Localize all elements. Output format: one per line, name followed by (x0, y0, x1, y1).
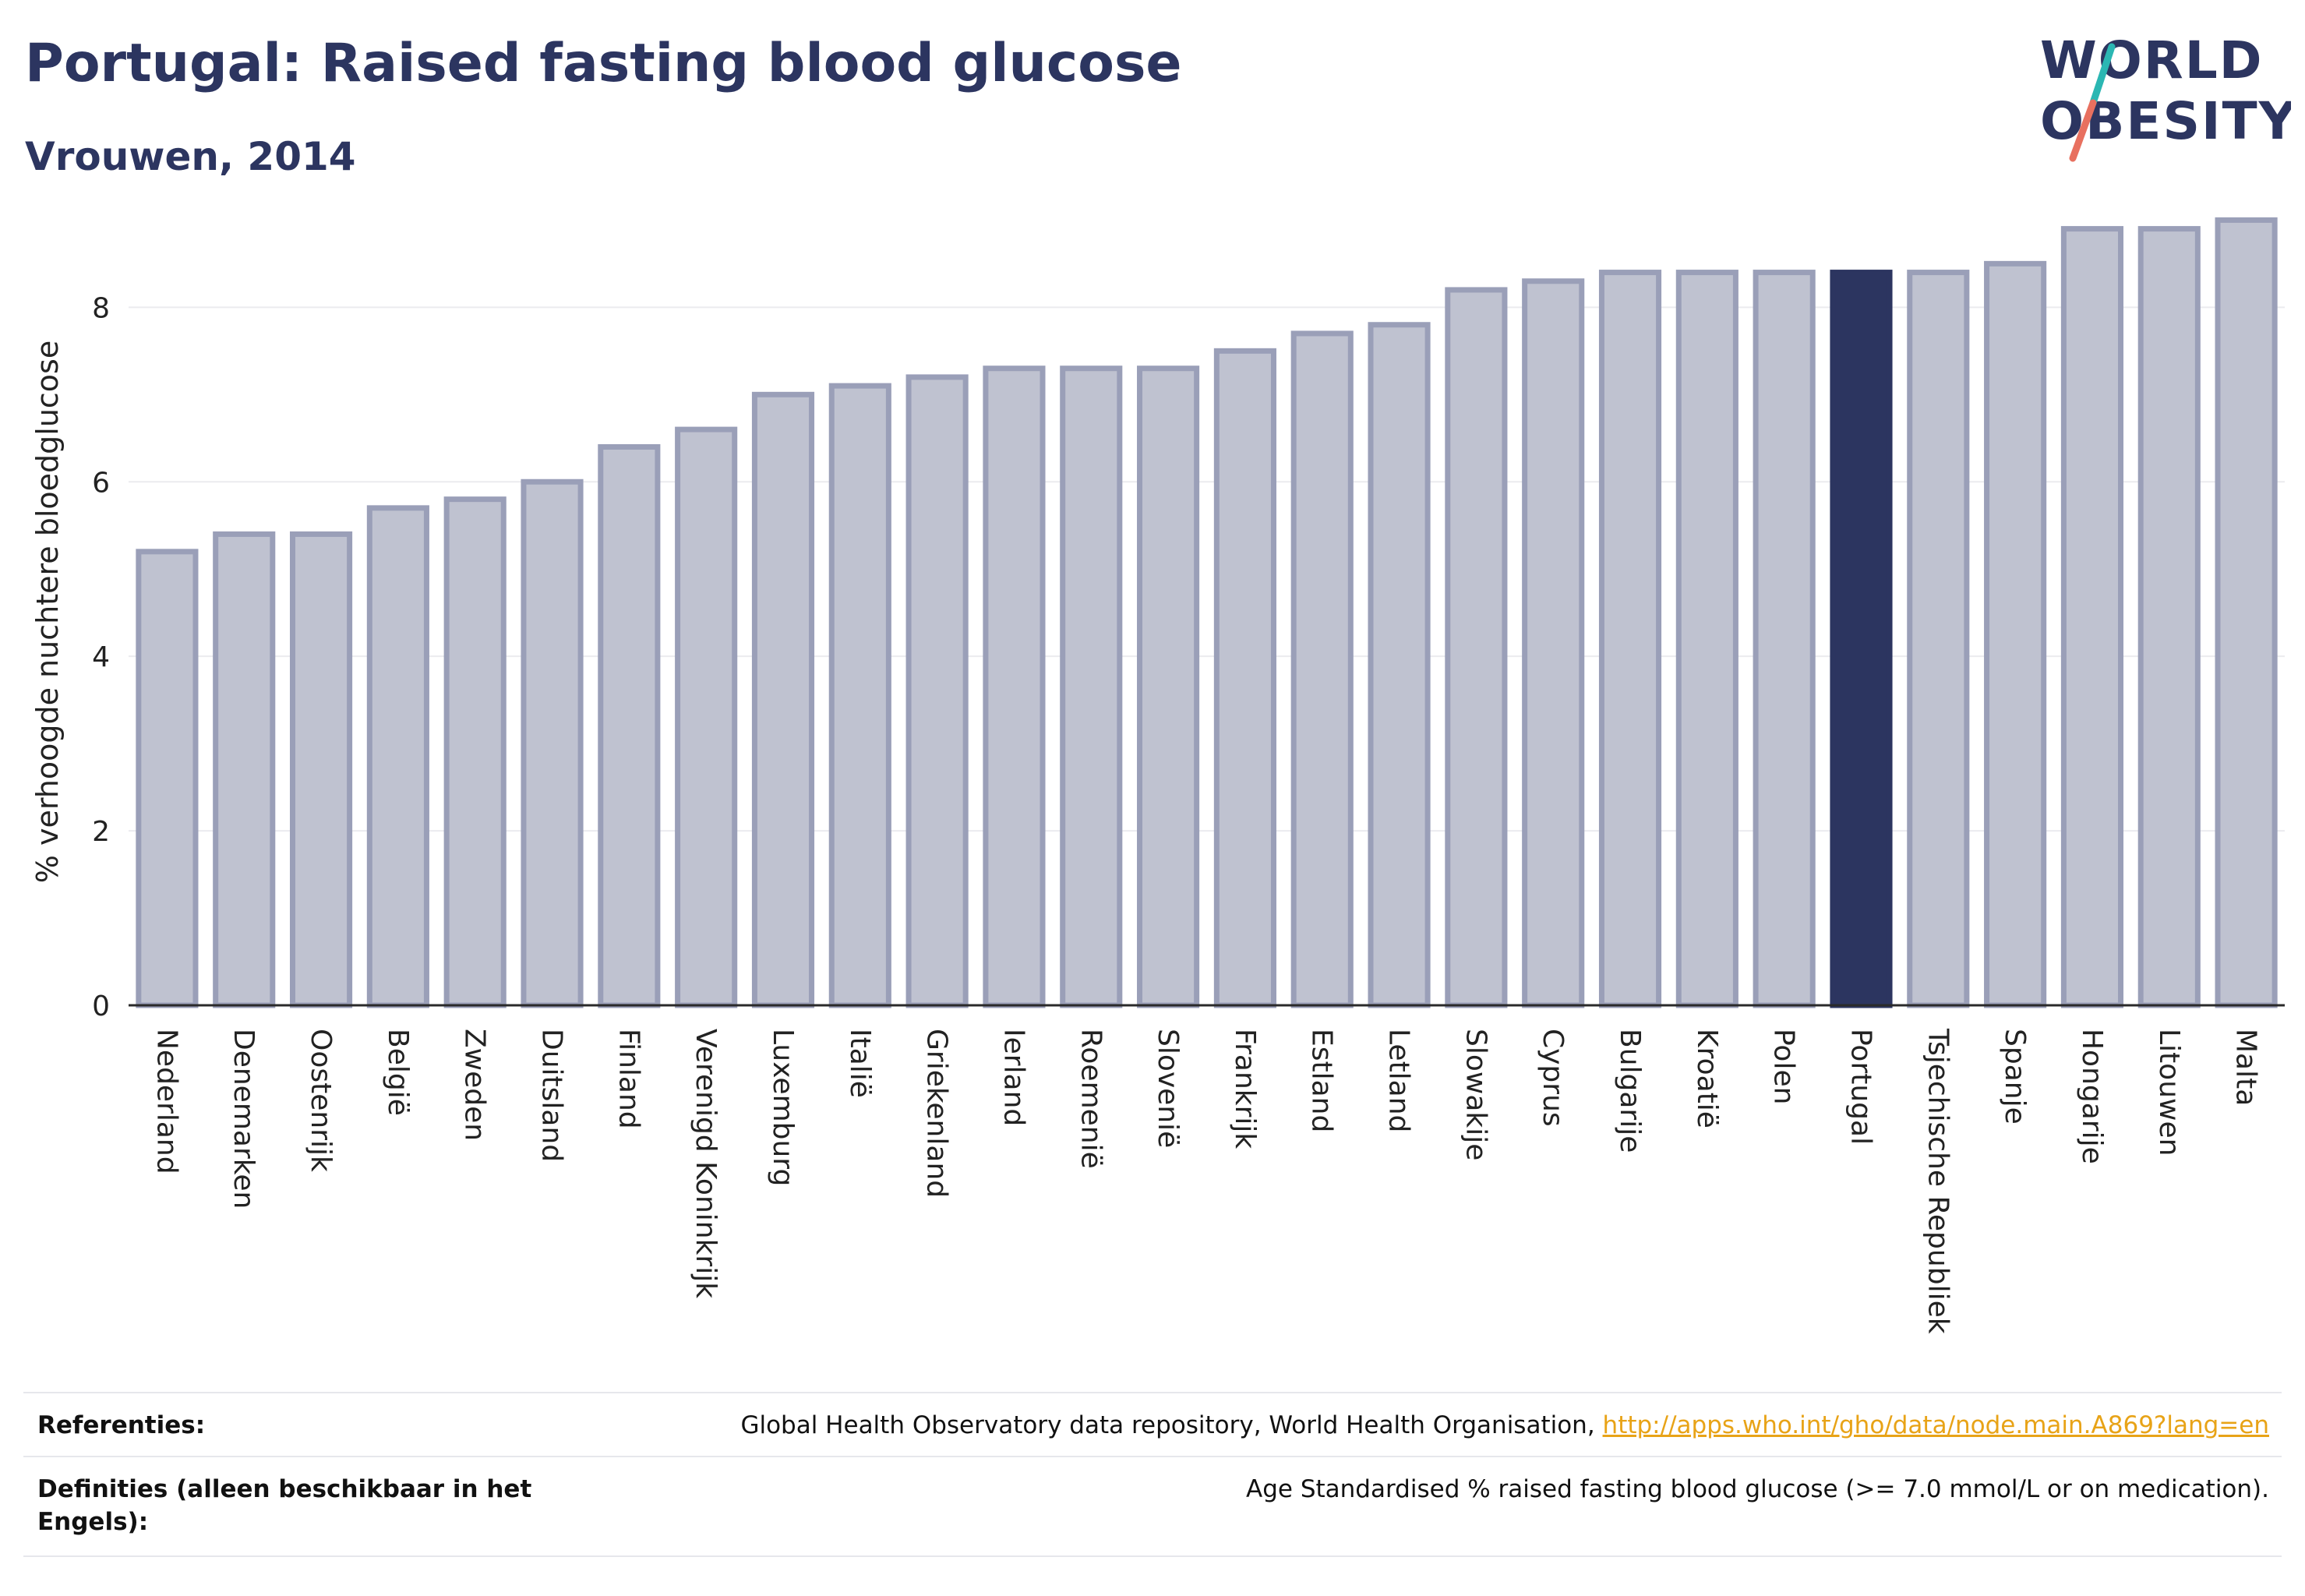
bar (1907, 270, 1970, 1008)
bar (1522, 278, 1585, 1008)
bar (1598, 270, 1662, 1008)
definitions-label: Definities (alleen beschikbaar in het En… (37, 1475, 532, 1536)
x-tick-label: Hongarije (2076, 1029, 2108, 1164)
bar (1213, 348, 1276, 1008)
x-tick-label: Letland (1383, 1029, 1415, 1132)
y-tick-label: 8 (92, 292, 110, 324)
y-axis-title: % verhoogde nuchtere bloedglucose (30, 341, 65, 883)
x-tick-label: Tsjechische Republiek (1922, 1028, 1954, 1334)
bar (1368, 322, 1431, 1008)
bar-highlighted (1830, 270, 1893, 1008)
bar (598, 443, 661, 1008)
x-tick-label: Polen (1768, 1029, 1800, 1104)
bar (751, 391, 815, 1008)
world-obesity-logo[interactable]: WORLD OBESITY (2026, 22, 2291, 170)
x-tick-label: Denemarken (228, 1029, 259, 1209)
bar (213, 531, 276, 1008)
x-tick-label: België (382, 1029, 414, 1116)
bar (1984, 260, 2047, 1008)
x-tick-label: Oostenrijk (305, 1029, 337, 1172)
x-tick-label: Bulgarije (1614, 1029, 1646, 1153)
x-tick-label: Estland (1306, 1029, 1338, 1132)
bar (1675, 270, 1738, 1008)
bars (136, 217, 2278, 1008)
x-tick-label: Duitsland (536, 1029, 568, 1162)
bar (828, 383, 891, 1008)
x-tick-label: Luxemburg (767, 1029, 799, 1186)
bar (443, 496, 507, 1008)
y-tick-label: 2 (92, 816, 110, 848)
y-tick-label: 4 (92, 641, 110, 673)
references-table: Referenties: Global Health Observatory d… (23, 1392, 2282, 1557)
logo-slash-top-icon (2089, 43, 2116, 107)
y-tick-label: 0 (92, 990, 110, 1022)
bar (521, 478, 584, 1008)
x-tick-label: Frankrijk (1229, 1029, 1261, 1149)
definitions-row: Definities (alleen beschikbaar in het En… (23, 1456, 2282, 1557)
bar (2060, 226, 2124, 1008)
references-text: Global Health Observatory data repositor… (740, 1411, 1603, 1439)
page-title: Portugal: Raised fasting blood glucose (25, 33, 1182, 94)
x-tick-label: Litouwen (2153, 1029, 2185, 1156)
bar (983, 365, 1046, 1008)
x-tick-label: Zweden (459, 1029, 491, 1141)
x-tick-label: Kroatië (1691, 1029, 1723, 1128)
bar (2137, 226, 2201, 1008)
bar-chart: 0 2 4 6 8 Nederland Denemarken Oostenrijk Belgi… (30, 217, 2285, 1334)
page-subtitle: Vrouwen, 2014 (25, 134, 356, 179)
bar (2215, 217, 2278, 1008)
logo-text-world: WORLD (2040, 30, 2264, 90)
bar (136, 549, 199, 1008)
definitions-value: Age Standardised % raised fasting blood … (1246, 1475, 2269, 1503)
bar (1060, 365, 1123, 1008)
x-tick-label: Nederland (150, 1029, 182, 1174)
x-tick-label: Portugal (1844, 1029, 1876, 1145)
x-tick-label: Griekenland (921, 1029, 953, 1198)
y-tick-label: 6 (92, 467, 110, 499)
bar (1290, 330, 1354, 1008)
logo-slash-bottom-icon (2069, 99, 2097, 162)
x-tick-label: Ierland (997, 1029, 1029, 1126)
references-row: Referenties: Global Health Observatory d… (23, 1392, 2282, 1456)
x-tick-label: Malta (2230, 1029, 2262, 1106)
references-value: Global Health Observatory data repositor… (740, 1409, 2269, 1442)
bar (1753, 270, 1816, 1008)
bar (1445, 287, 1508, 1008)
x-tick-label: Verenigd Koninkrijk (690, 1029, 722, 1298)
bar (366, 505, 429, 1008)
bar (1137, 365, 1200, 1008)
x-tick-label: Cyprus (1537, 1029, 1569, 1127)
category-labels: Nederland Denemarken Oostenrijk België Zwede… (150, 1028, 2261, 1334)
bar (675, 426, 738, 1008)
x-tick-label: Slowakije (1460, 1029, 1491, 1160)
references-link[interactable]: http://apps.who.int/gho/data/node.main.A… (1602, 1411, 2269, 1439)
x-tick-label: Slovenië (1152, 1029, 1184, 1148)
x-tick-label: Roemenië (1075, 1029, 1107, 1169)
bar (905, 374, 969, 1008)
x-tick-label: Italië (844, 1029, 876, 1098)
x-tick-label: Finland (612, 1029, 644, 1129)
references-label: Referenties: (37, 1411, 206, 1439)
bar (289, 531, 353, 1008)
x-tick-label: Spanje (1999, 1029, 2031, 1125)
axes: 0 2 4 6 8 (92, 292, 2285, 1022)
